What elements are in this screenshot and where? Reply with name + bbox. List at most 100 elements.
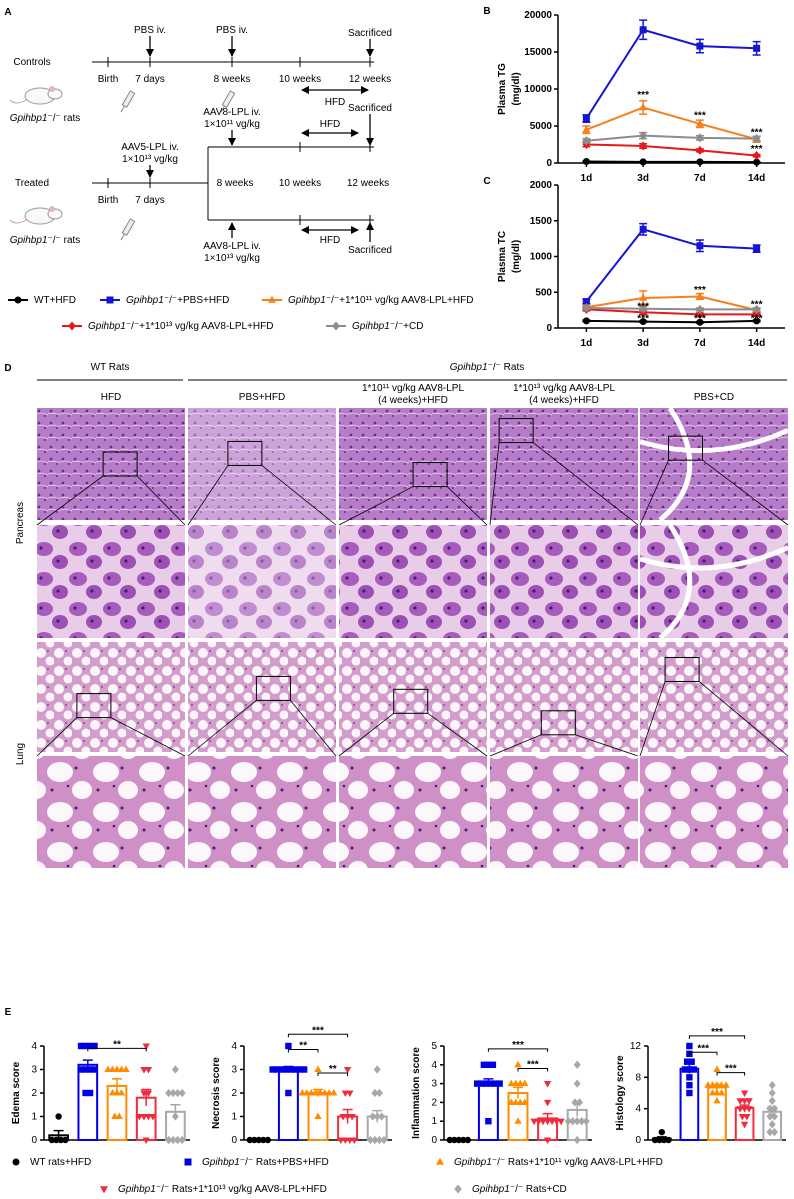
label: AAV8-LPL iv. bbox=[203, 107, 261, 118]
data-point bbox=[521, 1098, 529, 1105]
series-line bbox=[586, 160, 757, 164]
text-run: ** bbox=[113, 1039, 121, 1050]
significance-bracket bbox=[287, 1049, 319, 1053]
syringe bbox=[121, 90, 136, 108]
text-run: WT Rats bbox=[91, 362, 130, 373]
text-run: (mg/dl) bbox=[511, 72, 522, 105]
data-point bbox=[375, 1088, 383, 1098]
text-run: Pancreas bbox=[15, 502, 26, 544]
legend-marker bbox=[68, 321, 76, 331]
text-run: Sacrificed bbox=[348, 245, 392, 256]
data-point bbox=[142, 1043, 150, 1050]
data-point bbox=[346, 1090, 354, 1097]
inset-box bbox=[498, 418, 534, 444]
text-run: 10 weeks bbox=[279, 178, 321, 189]
label: 1×10¹³ vg/kg bbox=[122, 154, 178, 165]
label: Birth bbox=[98, 74, 119, 85]
data-point bbox=[291, 1066, 299, 1073]
data-point bbox=[639, 158, 647, 166]
text-run: 15000 bbox=[524, 47, 552, 58]
significance-bracket bbox=[287, 1033, 349, 1038]
significance-label: *** bbox=[751, 313, 763, 324]
data-point bbox=[122, 1065, 130, 1073]
text-run: *** bbox=[711, 1026, 723, 1037]
micrograph bbox=[490, 408, 638, 520]
data-point bbox=[639, 293, 648, 301]
text-run: AAV8-LPL iv. bbox=[203, 107, 261, 118]
data-point bbox=[55, 1113, 62, 1120]
text-run: ⁻/⁻+PBS+HFD bbox=[164, 295, 230, 306]
significance-label: *** bbox=[637, 90, 649, 101]
text-run: *** bbox=[751, 299, 763, 310]
data-point bbox=[639, 131, 647, 141]
text-run: 4 bbox=[635, 1103, 641, 1114]
data-point bbox=[686, 1042, 693, 1050]
data-point bbox=[473, 1080, 481, 1087]
text-run: 1 bbox=[231, 1111, 237, 1122]
zoom-line bbox=[187, 700, 257, 757]
data-point bbox=[82, 1089, 89, 1097]
data-point bbox=[571, 1098, 579, 1107]
text-run: (4 weeks)+HFD bbox=[529, 395, 599, 406]
panel-label: B bbox=[483, 6, 490, 17]
text-run: *** bbox=[637, 301, 649, 312]
x-tick-label: 3d bbox=[637, 173, 649, 184]
data-point bbox=[269, 1066, 276, 1073]
data-point bbox=[696, 133, 704, 143]
data-point bbox=[752, 134, 761, 144]
text-run: *** bbox=[637, 90, 649, 101]
text-run: *** bbox=[751, 144, 763, 155]
text-run: *** bbox=[527, 1059, 539, 1070]
micrograph bbox=[37, 525, 185, 638]
panel-label: C bbox=[483, 176, 490, 187]
data-point bbox=[91, 1066, 98, 1073]
text-run: 0 bbox=[31, 1135, 37, 1146]
text-run: ⁻/⁻+1*10¹³ vg/kg AAV8-LPL+HFD bbox=[126, 321, 274, 332]
data-point bbox=[314, 1065, 322, 1073]
significance-label: *** bbox=[637, 313, 649, 324]
rat-tail bbox=[9, 99, 27, 104]
text-run: 1×10¹³ vg/kg bbox=[204, 253, 260, 264]
text-run: *** bbox=[751, 127, 763, 138]
label: HFD bbox=[320, 119, 341, 130]
label: PBS iv. bbox=[134, 25, 166, 36]
label: HFD bbox=[320, 235, 341, 246]
text-run: ⁻/⁻ Rats+1*10¹³ vg/kg AAV8-LPL+HFD bbox=[156, 1184, 327, 1195]
text-run: 0 bbox=[546, 323, 552, 334]
data-point bbox=[144, 1066, 153, 1074]
zoom-line bbox=[110, 717, 186, 757]
y-tick-label: 1 bbox=[431, 1116, 437, 1127]
y-axis-label: Necrosis score bbox=[211, 1057, 222, 1129]
data-point bbox=[695, 292, 704, 300]
data-point bbox=[300, 1066, 308, 1073]
data-point bbox=[770, 1128, 778, 1137]
data-point bbox=[282, 1066, 290, 1073]
data-point bbox=[573, 1060, 581, 1069]
y-tick-label: 4 bbox=[635, 1103, 641, 1114]
data-point bbox=[688, 1058, 695, 1065]
y-axis-label: Edema score bbox=[11, 1061, 22, 1124]
zoom-line bbox=[489, 442, 500, 526]
y-tick-label: 3 bbox=[431, 1078, 437, 1089]
y-tick-label: 500 bbox=[535, 287, 552, 298]
text-run: Controls bbox=[13, 57, 50, 68]
data-point bbox=[285, 1042, 292, 1050]
text-run: WT+HFD bbox=[34, 295, 76, 306]
zoom-line bbox=[187, 465, 229, 526]
data-point bbox=[713, 1096, 721, 1104]
label: Gpihbp1⁻/⁻ rats bbox=[10, 235, 81, 246]
label: 1×10¹³ vg/kg bbox=[204, 253, 260, 264]
data-point bbox=[543, 1081, 552, 1088]
text-run: Gpihbp1 bbox=[288, 295, 326, 306]
text-run: 1×10¹³ vg/kg bbox=[122, 154, 178, 165]
text-run: *** bbox=[725, 1063, 737, 1074]
x-tick-label: 7d bbox=[694, 173, 706, 184]
text-run: ⁻/⁻ Rats+CD bbox=[510, 1184, 567, 1195]
data-point bbox=[62, 1136, 69, 1144]
bar bbox=[477, 1081, 499, 1142]
text-run: *** bbox=[694, 313, 706, 324]
y-tick-label: 20000 bbox=[524, 10, 552, 21]
text-run: ⁻/⁻ Rats+PBS+HFD bbox=[240, 1157, 329, 1168]
text-run: Gpihbp1 bbox=[454, 1157, 492, 1168]
data-point bbox=[575, 1098, 583, 1107]
